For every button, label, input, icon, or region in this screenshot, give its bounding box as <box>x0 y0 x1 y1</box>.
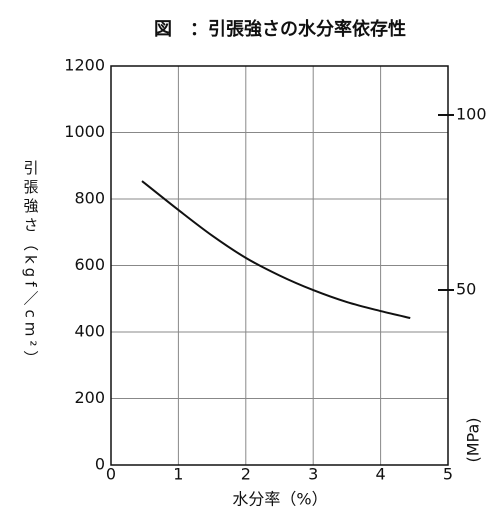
y-tick-label: 0 <box>95 455 105 474</box>
x-tick-label: 1 <box>173 465 183 484</box>
x-tick-label: 3 <box>308 465 318 484</box>
y2-tick-label: 50 <box>456 280 476 299</box>
x-axis-label: 水分率（%） <box>232 490 327 509</box>
data-line <box>141 180 411 320</box>
y-tick-label: 600 <box>74 255 105 274</box>
y-axis-label: 引張強さ（kgf／cm²） <box>22 160 40 369</box>
y2-tick-label: 100 <box>456 105 487 124</box>
y-tick-label: 1200 <box>64 56 105 75</box>
plot-frame <box>110 65 449 466</box>
y-tick-label: 800 <box>74 189 105 208</box>
x-tick-label: 0 <box>106 465 116 484</box>
y-tick-label: 400 <box>74 322 105 341</box>
chart-title: 図 ：引張強さの水分率依存性 <box>154 18 406 40</box>
x-tick-label: 4 <box>376 465 386 484</box>
x-tick-label: 5 <box>443 465 453 484</box>
y-tick-label: 200 <box>74 388 105 407</box>
y2-axis-label: (MPa) <box>464 417 483 462</box>
x-tick-label: 2 <box>241 465 251 484</box>
y-tick-label: 1000 <box>64 122 105 141</box>
